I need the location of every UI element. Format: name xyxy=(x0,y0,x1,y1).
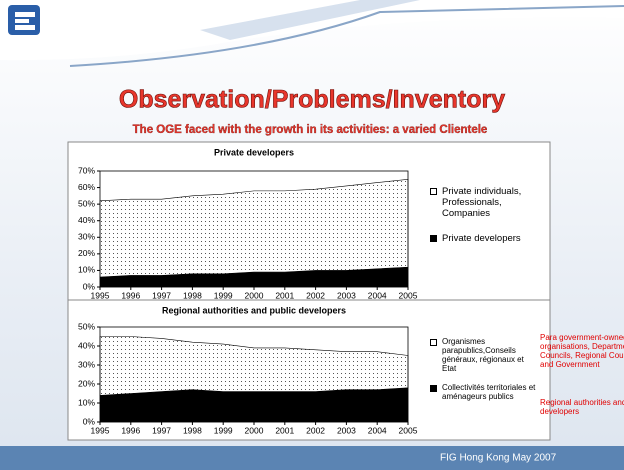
y-tick-label: 50% xyxy=(78,198,95,208)
slide-title: Observation/Problems/Inventory xyxy=(119,86,505,114)
header-swoosh xyxy=(200,0,420,40)
header-band xyxy=(0,0,624,61)
subtitle: The OGE faced with the growth in its act… xyxy=(133,124,488,136)
x-tick-label: 2003 xyxy=(337,290,356,300)
x-tick-label: 1999 xyxy=(214,290,233,300)
legend-swatch xyxy=(430,339,437,346)
logo xyxy=(8,5,40,35)
x-tick-label: 1995 xyxy=(91,290,110,300)
x-tick-label: 2000 xyxy=(245,290,264,300)
x-tick-label: 1995 xyxy=(91,425,110,435)
legend: Private individuals, Professionals, Comp… xyxy=(430,186,542,258)
y-tick-label: 0% xyxy=(83,416,96,426)
legend-swatch xyxy=(430,188,437,195)
y-tick-label: 30% xyxy=(78,359,95,369)
x-tick-label: 1996 xyxy=(121,425,140,435)
x-tick-label: 2002 xyxy=(306,290,325,300)
area xyxy=(99,387,409,423)
legend-swatch xyxy=(430,235,437,242)
legend-item: Organismes parapublics,Conseils généraux… xyxy=(430,337,538,373)
y-tick-label: 30% xyxy=(78,232,95,242)
y-tick-label: 50% xyxy=(78,321,95,331)
y-tick-label: 10% xyxy=(78,397,95,407)
x-tick-label: 2001 xyxy=(275,290,294,300)
x-tick-label: 1998 xyxy=(183,425,202,435)
footer-bar xyxy=(0,446,624,470)
x-tick-label: 2002 xyxy=(306,425,325,435)
x-tick-label: 2003 xyxy=(337,425,356,435)
y-tick-label: 20% xyxy=(78,248,95,258)
y-tick-label: 0% xyxy=(83,281,96,291)
x-tick-label: 2001 xyxy=(275,425,294,435)
y-tick-label: 40% xyxy=(78,215,95,225)
header-curve xyxy=(69,5,624,67)
y-tick-label: 70% xyxy=(78,165,95,175)
annotation: Para government-owned organisations, Dep… xyxy=(540,333,624,369)
x-tick-label: 1996 xyxy=(121,290,140,300)
x-tick-label: 2004 xyxy=(368,290,387,300)
legend-item: Collectivités territoriales et aménageur… xyxy=(430,383,538,401)
y-tick-label: 10% xyxy=(78,265,95,275)
legend-item: Private individuals, Professionals, Comp… xyxy=(430,186,542,219)
footer-text: FIG Hong Kong May 2007 xyxy=(440,453,557,464)
legend: Organismes parapublics,Conseils généraux… xyxy=(430,337,538,411)
legend-label: Private individuals, Professionals, Comp… xyxy=(442,186,522,219)
y-tick-label: 40% xyxy=(78,340,95,350)
legend-item: Private developers xyxy=(430,233,542,244)
legend-label: Private developers xyxy=(442,233,521,244)
annotation: Regional authorities and public develope… xyxy=(540,398,624,416)
y-tick-label: 60% xyxy=(78,182,95,192)
x-tick-label: 1998 xyxy=(183,290,202,300)
chart-title: Private developers xyxy=(214,147,294,157)
x-tick-label: 1999 xyxy=(214,425,233,435)
x-tick-label: 2000 xyxy=(245,425,264,435)
legend-label: Collectivités territoriales et aménageur… xyxy=(442,383,536,401)
y-tick-label: 20% xyxy=(78,378,95,388)
legend-label: Organismes parapublics,Conseils généraux… xyxy=(442,337,524,373)
legend-swatch xyxy=(430,385,437,392)
x-tick-label: 2004 xyxy=(368,425,387,435)
chart-title: Regional authorities and public develope… xyxy=(162,305,346,315)
x-tick-label: 2005 xyxy=(399,290,418,300)
x-tick-label: 1997 xyxy=(152,425,171,435)
x-tick-label: 1997 xyxy=(152,290,171,300)
x-tick-label: 2005 xyxy=(399,425,418,435)
